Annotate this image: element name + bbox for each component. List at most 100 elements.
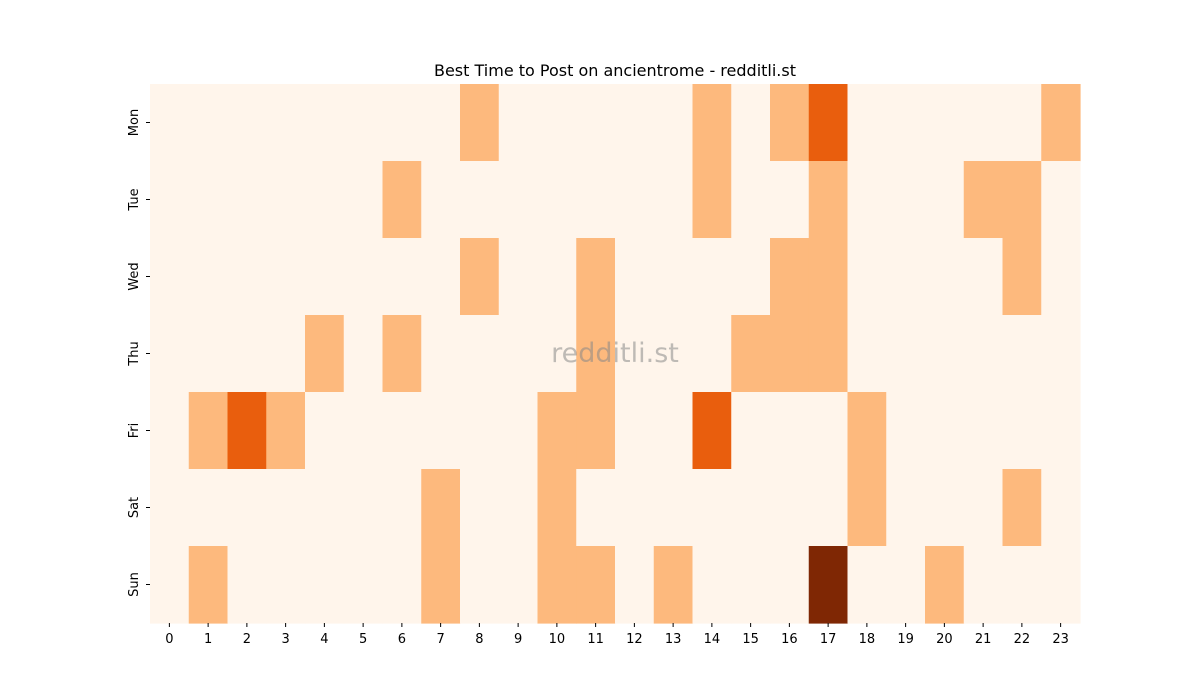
x-tick-label: 8 [475,632,483,647]
y-tick-label: Mon [127,109,142,136]
heatmap-cell-sat-7 [421,469,461,547]
y-axis-ticks: Mon Tue Wed Thu Fri Sat Sun [127,109,150,597]
heatmap-cell-thu-19 [886,315,926,393]
heatmap-cell-tue-17 [808,161,849,239]
heatmap-cell-sun-17 [808,546,849,624]
heatmap-cell-thu-18 [847,315,887,393]
heatmap-cell-fri-9 [498,392,539,470]
heatmap-cell-tue-16 [770,161,810,239]
heatmap-cell-wed-13 [653,238,694,316]
heatmap-cell-fri-2 [227,392,267,470]
heatmap-cell-sat-16 [770,469,810,547]
heatmap-cell-fri-14 [692,392,732,470]
heatmap-cell-mon-19 [886,84,926,162]
heatmap-cell-wed-2 [227,238,267,316]
heatmap-cell-fri-13 [653,392,694,470]
heatmap-cell-tue-8 [460,161,500,239]
heatmap-cell-fri-18 [847,392,887,470]
x-tick-label: 18 [859,632,876,647]
x-tick-label: 2 [243,632,251,647]
heatmap-cell-mon-18 [847,84,887,162]
heatmap-cell-mon-6 [382,84,422,162]
heatmap-cell-mon-5 [343,84,384,162]
heatmap-cell-sat-20 [925,469,965,547]
heatmap-cell-wed-11 [576,238,616,316]
heatmap-cell-tue-23 [1041,161,1081,239]
x-tick-label: 1 [204,632,212,647]
heatmap-cell-thu-20 [925,315,965,393]
heatmap-cell-sun-11 [576,546,616,624]
heatmap-cell-fri-7 [421,392,461,470]
heatmap-cell-mon-2 [227,84,267,162]
heatmap-cell-mon-16 [770,84,810,162]
heatmap-cell-thu-10 [537,315,577,393]
heatmap-cell-wed-19 [886,238,926,316]
x-tick-label: 20 [936,632,953,647]
heatmap-cell-mon-12 [615,84,655,162]
x-tick-label: 4 [320,632,328,647]
heatmap-cell-thu-0 [150,315,190,393]
x-tick-label: 21 [975,632,992,647]
heatmap-cell-sun-3 [266,546,306,624]
heatmap-cell-sat-23 [1041,469,1081,547]
heatmap-cell-mon-20 [925,84,965,162]
heatmap-cell-mon-21 [963,84,1004,162]
heatmap-cell-sun-0 [150,546,190,624]
heatmap-cell-sun-13 [653,546,694,624]
heatmap-cell-tue-3 [266,161,306,239]
x-tick-label: 3 [281,632,289,647]
x-tick-label: 19 [897,632,914,647]
heatmap-cell-tue-11 [576,161,616,239]
heatmap-cell-sat-18 [847,469,887,547]
heatmap-cell-wed-16 [770,238,810,316]
heatmap-cell-sun-22 [1002,546,1042,624]
x-tick-label: 14 [704,632,721,647]
heatmap-cell-sat-10 [537,469,577,547]
heatmap-cell-sat-17 [808,469,849,547]
heatmap-cell-sat-9 [498,469,539,547]
heatmap-cell-sat-4 [305,469,345,547]
heatmap-cell-sun-20 [925,546,965,624]
heatmap-cell-tue-4 [305,161,345,239]
heatmap-cell-tue-15 [731,161,771,239]
heatmap-cell-sat-15 [731,469,771,547]
x-tick-label: 15 [742,632,759,647]
heatmap-cell-tue-7 [421,161,461,239]
heatmap-cell-wed-12 [615,238,655,316]
heatmap-cell-tue-5 [343,161,384,239]
x-tick-label: 13 [665,632,682,647]
heatmap-cell-sat-1 [188,469,229,547]
y-tick-label: Sat [127,497,142,518]
heatmap-cell-thu-22 [1002,315,1042,393]
heatmap-cell-tue-0 [150,161,190,239]
heatmap-cell-thu-15 [731,315,771,393]
y-tick-label: Tue [127,188,142,211]
heatmap-cell-mon-0 [150,84,190,162]
x-tick-label: 12 [626,632,643,647]
heatmap-cell-thu-5 [343,315,384,393]
x-tick-label: 22 [1014,632,1031,647]
heatmap-cells [150,84,1081,624]
x-tick-label: 7 [436,632,444,647]
heatmap-cell-sat-8 [460,469,500,547]
heatmap-cell-wed-14 [692,238,732,316]
heatmap-cell-thu-11 [576,315,616,393]
heatmap-cell-fri-20 [925,392,965,470]
heatmap-cell-mon-3 [266,84,306,162]
x-tick-label: 16 [781,632,798,647]
heatmap-cell-tue-12 [615,161,655,239]
heatmap-cell-fri-6 [382,392,422,470]
x-axis-ticks: 0 1 2 3 4 5 6 7 8 9 10 11 12 13 14 15 16 17 18 19 20 21 22 23 [165,623,1069,647]
heatmap-cell-thu-14 [692,315,732,393]
heatmap-cell-wed-1 [188,238,229,316]
heatmap-cell-sun-14 [692,546,732,624]
heatmap-cell-wed-15 [731,238,771,316]
heatmap-cell-sat-2 [227,469,267,547]
heatmap-cell-wed-4 [305,238,345,316]
heatmap-cell-tue-19 [886,161,926,239]
heatmap-cell-fri-8 [460,392,500,470]
heatmap-cell-wed-5 [343,238,384,316]
heatmap-cell-mon-1 [188,84,229,162]
x-tick-label: 11 [587,632,604,647]
heatmap-cell-thu-23 [1041,315,1081,393]
